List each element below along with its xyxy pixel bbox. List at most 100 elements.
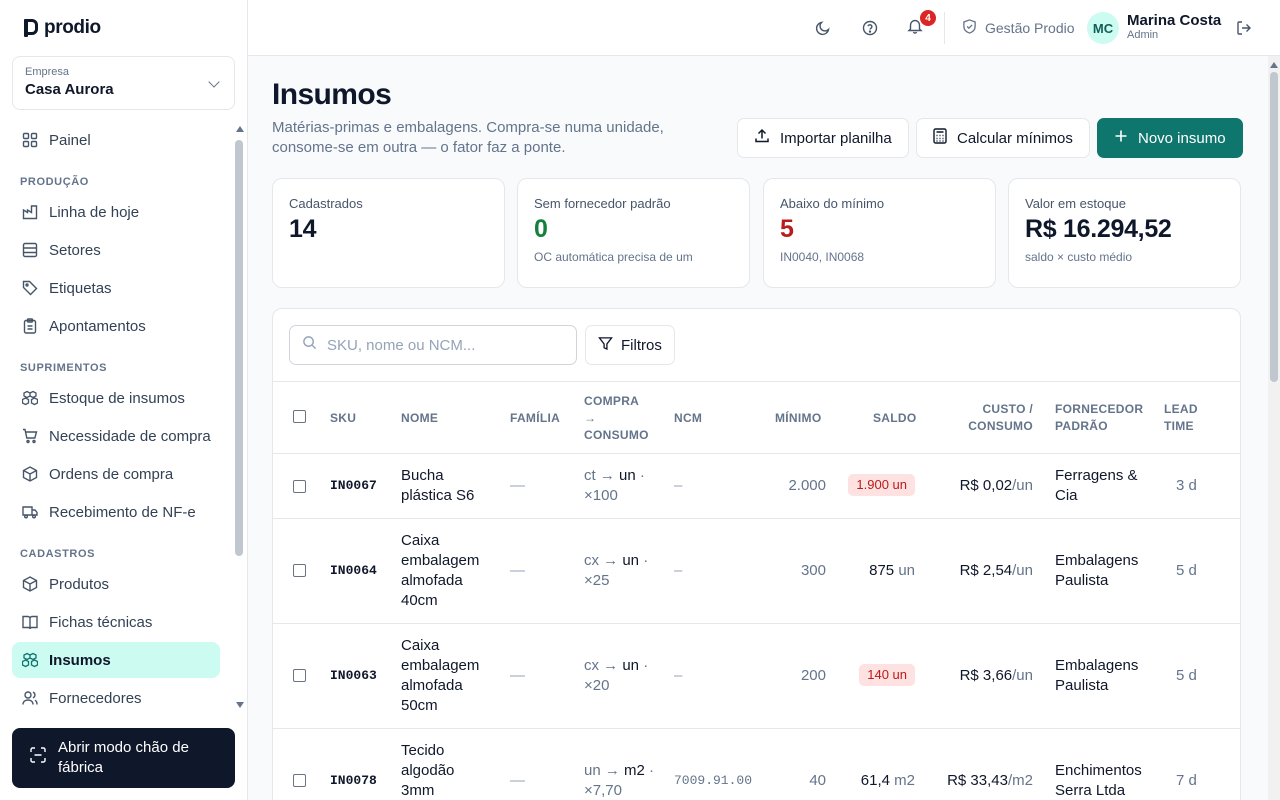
col-saldo[interactable]: SALDO xyxy=(873,411,917,425)
select-all-checkbox[interactable] xyxy=(293,410,306,423)
sidebar-item-etiquetas[interactable]: Etiquetas xyxy=(12,270,220,306)
notifications-button[interactable]: 4 xyxy=(905,10,936,38)
cell-minimo: 2.000 xyxy=(788,477,826,494)
sidebar-item-necessidade-de-compra[interactable]: Necessidade de compra xyxy=(12,418,220,454)
cell-conversao: un → m2 · ×7,70 xyxy=(584,762,655,799)
sidebar-item-estoque-de-insumos[interactable]: Estoque de insumos xyxy=(12,380,220,416)
import-spreadsheet-button[interactable]: Importar planilha xyxy=(737,118,909,158)
scroll-thumb[interactable] xyxy=(235,140,243,556)
col-minimo[interactable]: MÍNIMO xyxy=(775,411,822,425)
col-ncm[interactable]: NCM xyxy=(674,411,703,425)
users-icon xyxy=(22,690,38,706)
scroll-up-icon[interactable] xyxy=(236,126,244,132)
scroll-thumb[interactable] xyxy=(1270,72,1278,382)
sidebar-item-label: Painel xyxy=(49,131,91,149)
tag-icon xyxy=(22,280,38,296)
cell-custo: R$ 3,66/un xyxy=(959,667,1033,684)
cell-sku: IN0063 xyxy=(330,668,377,683)
cell-familia: — xyxy=(510,562,525,579)
avatar[interactable]: MC xyxy=(1087,12,1119,44)
cell-nome: Caixa embalagem almofada 40cm xyxy=(401,532,480,609)
filters-button[interactable]: Filtros xyxy=(585,325,675,365)
col-custo-line2: CONSUMO xyxy=(968,419,1033,433)
page-title: Insumos xyxy=(272,78,392,111)
cell-minimo: 40 xyxy=(809,772,826,789)
floor-mode-button[interactable]: Abrir modo chão de fábrica xyxy=(12,728,235,788)
page-subtitle: Matérias-primas e embalagens. Compra-se … xyxy=(272,119,664,156)
table-row[interactable]: IN0063 Caixa embalagem almofada 50cm — cx →… xyxy=(273,624,1240,729)
sidebar-scrollbar[interactable] xyxy=(234,122,244,712)
search-box[interactable] xyxy=(289,325,577,365)
row-checkbox[interactable] xyxy=(293,564,306,577)
cell-saldo: 1.900 un xyxy=(848,474,915,496)
cell-fornecedor: Ferragens & Cia xyxy=(1055,467,1138,504)
cell-saldo: 61,4 m2 xyxy=(860,772,915,789)
main-scrollbar[interactable] xyxy=(1268,56,1280,800)
kpi-note: saldo × custo médio xyxy=(1025,250,1133,264)
cell-fornecedor: Enchimentos Serra Ltda xyxy=(1055,762,1142,799)
logo[interactable]: prodio xyxy=(22,16,101,40)
scroll-down-icon[interactable] xyxy=(236,702,244,708)
col-fornecedor[interactable]: FORNECEDOR PADRÃO xyxy=(1055,401,1143,435)
sidebar-item-apontamentos[interactable]: Apontamentos xyxy=(12,308,220,344)
row-checkbox[interactable] xyxy=(293,774,306,787)
calc-label: Calcular mínimos xyxy=(957,129,1073,147)
cell-lead-time: 3 d xyxy=(1176,477,1197,494)
col-lead-line1: LEAD xyxy=(1164,402,1198,416)
new-label: Novo insumo xyxy=(1138,129,1226,147)
new-input-button[interactable]: Novo insumo xyxy=(1097,118,1243,158)
workspace-indicator[interactable]: Gestão Prodio xyxy=(962,18,1075,38)
logout-icon[interactable] xyxy=(1234,18,1254,38)
import-label: Importar planilha xyxy=(780,129,892,147)
sidebar-item-fornecedores[interactable]: Fornecedores xyxy=(12,680,220,712)
kpi-card-abaixo-minimo: Abaixo do mínimo 5 IN0040, IN0068 xyxy=(763,178,996,288)
moon-icon[interactable] xyxy=(813,18,833,38)
sidebar-item-ordens-de-compra[interactable]: Ordens de compra xyxy=(12,456,220,492)
boxes-icon xyxy=(22,652,38,668)
rows-icon xyxy=(22,242,38,258)
sidebar-item-setores[interactable]: Setores xyxy=(12,232,220,268)
cell-custo: R$ 0,02/un xyxy=(959,477,1033,494)
company-selector[interactable]: Empresa Casa Aurora xyxy=(12,56,235,110)
kpi-label: Sem fornecedor padrão xyxy=(534,196,671,211)
box-icon xyxy=(22,576,38,592)
truck-icon xyxy=(22,504,38,520)
sidebar-item-fichas-tecnicas[interactable]: Fichas técnicas xyxy=(12,604,220,640)
layout-grid-icon xyxy=(22,132,38,148)
col-familia[interactable]: FAMÍLIA xyxy=(510,411,561,425)
cell-conversao: cx → un · ×20 xyxy=(584,657,649,694)
sidebar-item-insumos[interactable]: Insumos xyxy=(12,642,220,678)
search-input[interactable] xyxy=(327,336,557,354)
calculate-minimums-button[interactable]: Calcular mínimos xyxy=(916,118,1090,158)
col-compra-consumo[interactable]: COMPRA → CONSUMO xyxy=(584,393,649,444)
cell-sku: IN0064 xyxy=(330,563,377,578)
user-info[interactable]: Marina Costa Admin xyxy=(1127,12,1221,42)
sidebar-item-painel[interactable]: Painel xyxy=(12,122,220,158)
logo-text: prodio xyxy=(44,17,101,38)
sidebar-item-label: Necessidade de compra xyxy=(49,427,211,445)
table-row[interactable]: IN0064 Caixa embalagem almofada 40cm — cx →… xyxy=(273,519,1240,624)
table-row[interactable]: IN0078 Tecido algodão 3mm — un → m2 · ×7,70… xyxy=(273,729,1240,800)
col-nome[interactable]: NOME xyxy=(401,411,439,425)
boxes-icon xyxy=(22,390,38,406)
col-lead-time[interactable]: LEAD TIME xyxy=(1164,401,1198,435)
sidebar-nav: Painel PRODUÇÃO Linha de hoje Setores Et… xyxy=(0,122,232,712)
table-row[interactable]: IN0067 Bucha plástica S6 — ct → un · ×100 … xyxy=(273,454,1240,519)
cell-ncm: 7009.91.00 xyxy=(674,773,753,788)
sidebar-item-produtos[interactable]: Produtos xyxy=(12,566,220,602)
kpi-value: R$ 16.294,52 xyxy=(1025,215,1172,243)
col-sku[interactable]: SKU xyxy=(330,411,357,425)
sidebar-item-recebimento-nfe[interactable]: Recebimento de NF-e xyxy=(12,494,220,530)
header-divider xyxy=(944,12,945,44)
plus-icon xyxy=(1114,129,1128,147)
sidebar-item-linha-de-hoje[interactable]: Linha de hoje xyxy=(12,194,220,230)
row-checkbox[interactable] xyxy=(293,480,306,493)
cell-lead-time: 7 d xyxy=(1176,772,1197,789)
row-checkbox[interactable] xyxy=(293,669,306,682)
sidebar: prodio Empresa Casa Aurora Painel PRODUÇ… xyxy=(0,0,248,800)
col-custo[interactable]: CUSTO / CONSUMO xyxy=(968,401,1033,435)
scroll-up-icon[interactable] xyxy=(1270,62,1278,68)
insumos-table-panel: Filtros SKU NOME FAMÍLIA COMPRA → CONSUM… xyxy=(272,308,1241,800)
cart-icon xyxy=(22,428,38,444)
help-icon[interactable] xyxy=(860,18,880,38)
